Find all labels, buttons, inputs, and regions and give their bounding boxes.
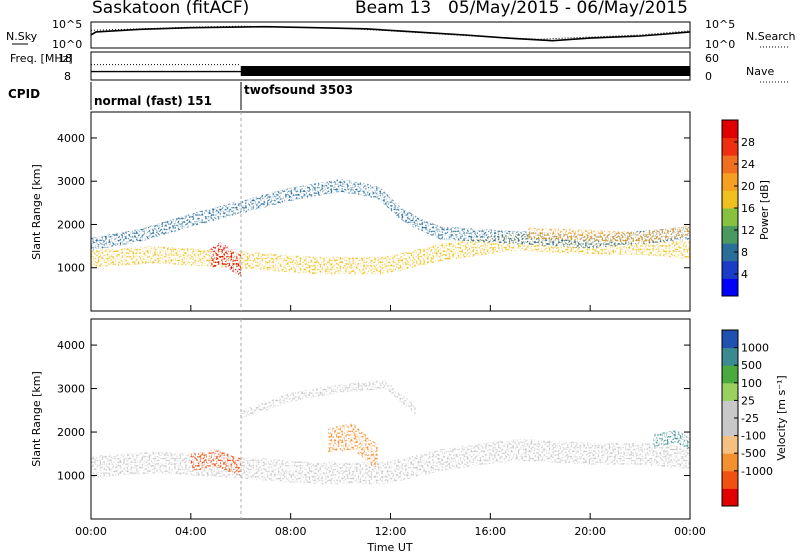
freq-left-label: Freq. [MHz] — [10, 52, 73, 65]
noise-right-label: N.Search — [746, 30, 796, 43]
power-echo-band-2 — [210, 241, 241, 277]
station-title: Saskatoon (fitACF) — [92, 0, 249, 18]
velocity-colorbar-label: -500 — [741, 447, 766, 460]
power-colorbar-segment — [722, 278, 738, 297]
velocity-colorbar-segment — [722, 453, 738, 472]
noise-ytick-right-bottom: 10^0 — [705, 38, 735, 51]
velocity-colorbar-segment — [722, 400, 738, 419]
power-colorbar-label: 24 — [741, 158, 755, 171]
velocity-colorbar-segment — [722, 347, 738, 366]
noise-ytick-left-bottom: 10^0 — [52, 38, 82, 51]
nave-ytick-bottom: 0 — [705, 70, 712, 83]
power-colorbar-segment — [722, 155, 738, 174]
velocity-panel-frame — [90, 318, 691, 520]
velocity-colorbar-label: 25 — [741, 394, 755, 407]
beam-label: Beam 13 — [355, 0, 431, 18]
noise-ytick-right-top: 10^5 — [705, 18, 735, 31]
velocity-echo-band-4 — [652, 429, 690, 452]
velocity-colorbar-segment — [722, 435, 738, 454]
xtick-label: 12:00 — [375, 525, 407, 538]
power-colorbar-segment — [722, 208, 738, 227]
velocity-colorbar-segment — [722, 488, 738, 507]
power-colorbar-segment — [722, 225, 738, 244]
power-colorbar-label: 12 — [741, 224, 755, 237]
xtick-label: 16:00 — [474, 525, 506, 538]
noise-left-label: N.Sky — [6, 30, 38, 43]
velocity-colorbar-label: 100 — [741, 377, 762, 390]
cpid-segment-normal: normal (fast) 151 — [94, 94, 212, 108]
power-ylabel: Slant Range [km] — [30, 164, 43, 260]
nave-right-label: Nave — [746, 65, 774, 78]
velocity-colorbar-label: 500 — [741, 359, 762, 372]
cpid-strip: CPID normal (fast) 151 twofsound 3503 — [8, 82, 353, 110]
velocity-colorbar-label: -100 — [741, 430, 766, 443]
power-colorbar-label: 8 — [741, 246, 748, 259]
power-colorbar-label: 20 — [741, 180, 755, 193]
velocity-colorbar-segment — [722, 382, 738, 401]
velocity-ytick-label: 2000 — [57, 426, 85, 439]
velocity-colorbar-segment — [722, 365, 738, 384]
velocity-ytick-label: 1000 — [57, 470, 85, 483]
power-colorbar-segment — [722, 120, 738, 139]
power-colorbar-label: 4 — [741, 268, 748, 281]
velocity-panel: 1000 2000 3000 4000 00:00 04:00 08:00 12:00 16:… — [30, 305, 788, 554]
power-colorbar-segment — [722, 172, 738, 191]
xtick-label: 08:00 — [275, 525, 307, 538]
velocity-echo-band-1 — [190, 449, 241, 476]
cpid-segment-twofsound: twofsound 3503 — [244, 83, 353, 97]
power-colorbar-segment — [722, 190, 738, 209]
power-echo-band-3 — [527, 225, 690, 243]
velocity-colorbar-label: -1000 — [741, 465, 773, 478]
velocity-colorbar-segment — [722, 470, 738, 489]
velocity-echo-band-0 — [91, 438, 690, 485]
xtick-label: 04:00 — [175, 525, 207, 538]
power-panel: 1000 2000 3000 4000 Slant Range [km] 4 8 12 16… — [30, 111, 771, 312]
power-ytick-label: 3000 — [57, 175, 85, 188]
xtick-label: 20:00 — [574, 525, 606, 538]
velocity-colorbar-segment — [722, 418, 738, 437]
power-colorbar-label: 16 — [741, 202, 755, 215]
noise-ytick-left-top: 10^5 — [52, 18, 82, 31]
velocity-ylabel: Slant Range [km] — [30, 371, 43, 467]
power-colorbar-title: Power [dB] — [758, 180, 771, 240]
velocity-colorbar-segment — [722, 330, 738, 349]
power-ytick-label: 2000 — [57, 218, 85, 231]
velocity-xlabel: Time UT — [366, 541, 412, 554]
velocity-colorbar-label: 1000 — [741, 342, 769, 355]
xtick-label: 00:00 — [75, 525, 107, 538]
velocity-echo-band-2 — [328, 423, 378, 472]
power-colorbar-segment — [722, 260, 738, 279]
noise-panel-frame — [90, 21, 691, 49]
date-range: 05/May/2015 - 06/May/2015 — [448, 0, 688, 18]
freq-nave-panel: Freq. [MHz] 18 8 60 0 Nave — [10, 51, 790, 83]
velocity-ytick-label: 4000 — [57, 339, 85, 352]
noise-panel: N.Sky 10^5 10^0 10^5 10^0 N.Search — [6, 18, 796, 51]
noise-series-search — [91, 25, 690, 40]
velocity-echo-band-3 — [240, 380, 416, 419]
cpid-label: CPID — [8, 87, 40, 101]
velocity-colorbar-title: Velocity [m s⁻¹] — [775, 375, 788, 460]
power-colorbar-label: 28 — [741, 136, 755, 149]
xtick-label: 00:00 — [674, 525, 706, 538]
velocity-ytick-label: 3000 — [57, 383, 85, 396]
freq-ytick-top: 18 — [58, 52, 72, 65]
velocity-colorbar-label: -25 — [741, 412, 759, 425]
power-colorbar-segment — [722, 243, 738, 262]
noise-series-sky — [91, 25, 690, 42]
freq-ytick-bottom: 8 — [64, 70, 71, 83]
power-ytick-label: 1000 — [57, 262, 85, 275]
nave-ytick-top: 60 — [705, 52, 719, 65]
power-panel-frame — [90, 111, 691, 312]
power-colorbar-segment — [722, 137, 738, 156]
power-ytick-label: 4000 — [57, 132, 85, 145]
twofsound-frequency-band — [240, 66, 690, 76]
